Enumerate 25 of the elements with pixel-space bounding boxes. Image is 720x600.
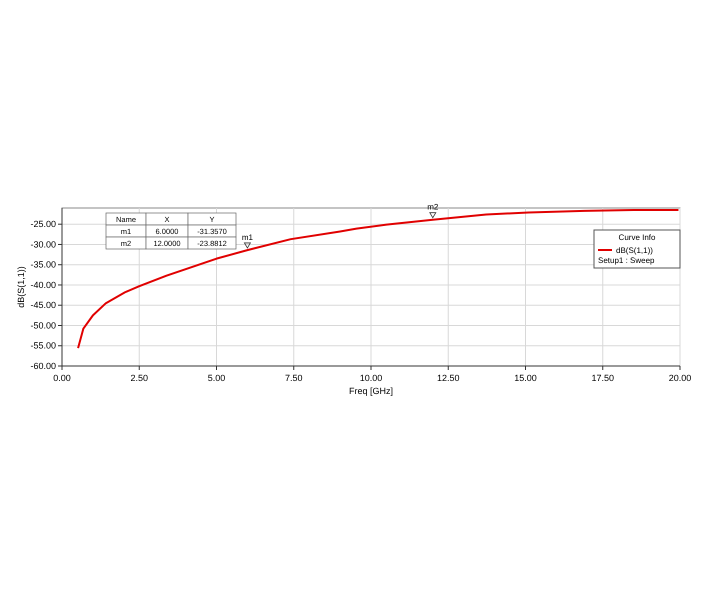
y-tick-label: -45.00 — [30, 300, 56, 310]
y-tick-label: -30.00 — [30, 239, 56, 250]
x-tick-label: 2.50 — [130, 373, 148, 383]
y-tick-label: -60.00 — [30, 361, 56, 371]
line-series — [77, 209, 680, 350]
legend-label: dB(S(1,1)) — [616, 246, 654, 255]
x-tick-label: 10.00 — [360, 373, 382, 383]
x-tick-label: 15.00 — [514, 373, 537, 383]
annotation: m2 — [427, 202, 439, 212]
x-tick-label: 20.00 — [668, 373, 692, 383]
y-tick-label: -35.00 — [30, 260, 56, 270]
annotation: m1 — [242, 232, 254, 242]
x-tick-label: 7.50 — [284, 373, 303, 383]
x-axis-title: Freq [GHz] — [348, 386, 394, 396]
x-tick-label: 5.00 — [208, 373, 226, 383]
y-tick-label: -25.00 — [30, 219, 56, 230]
x-tick-label: 0.00 — [53, 373, 71, 383]
annotation: Setup1 : Sweep — [598, 256, 656, 265]
y-tick-label: -40.00 — [30, 280, 56, 290]
x-tick-label: 17.50 — [591, 373, 614, 383]
legend-title: Curve Info — [618, 233, 656, 242]
y-tick-label: -55.00 — [30, 340, 56, 351]
x-tick-label: 12.50 — [436, 373, 460, 383]
y-tick-label: -50.00 — [30, 320, 56, 330]
y-axis-title: dB(S(1,1)) — [16, 266, 26, 308]
